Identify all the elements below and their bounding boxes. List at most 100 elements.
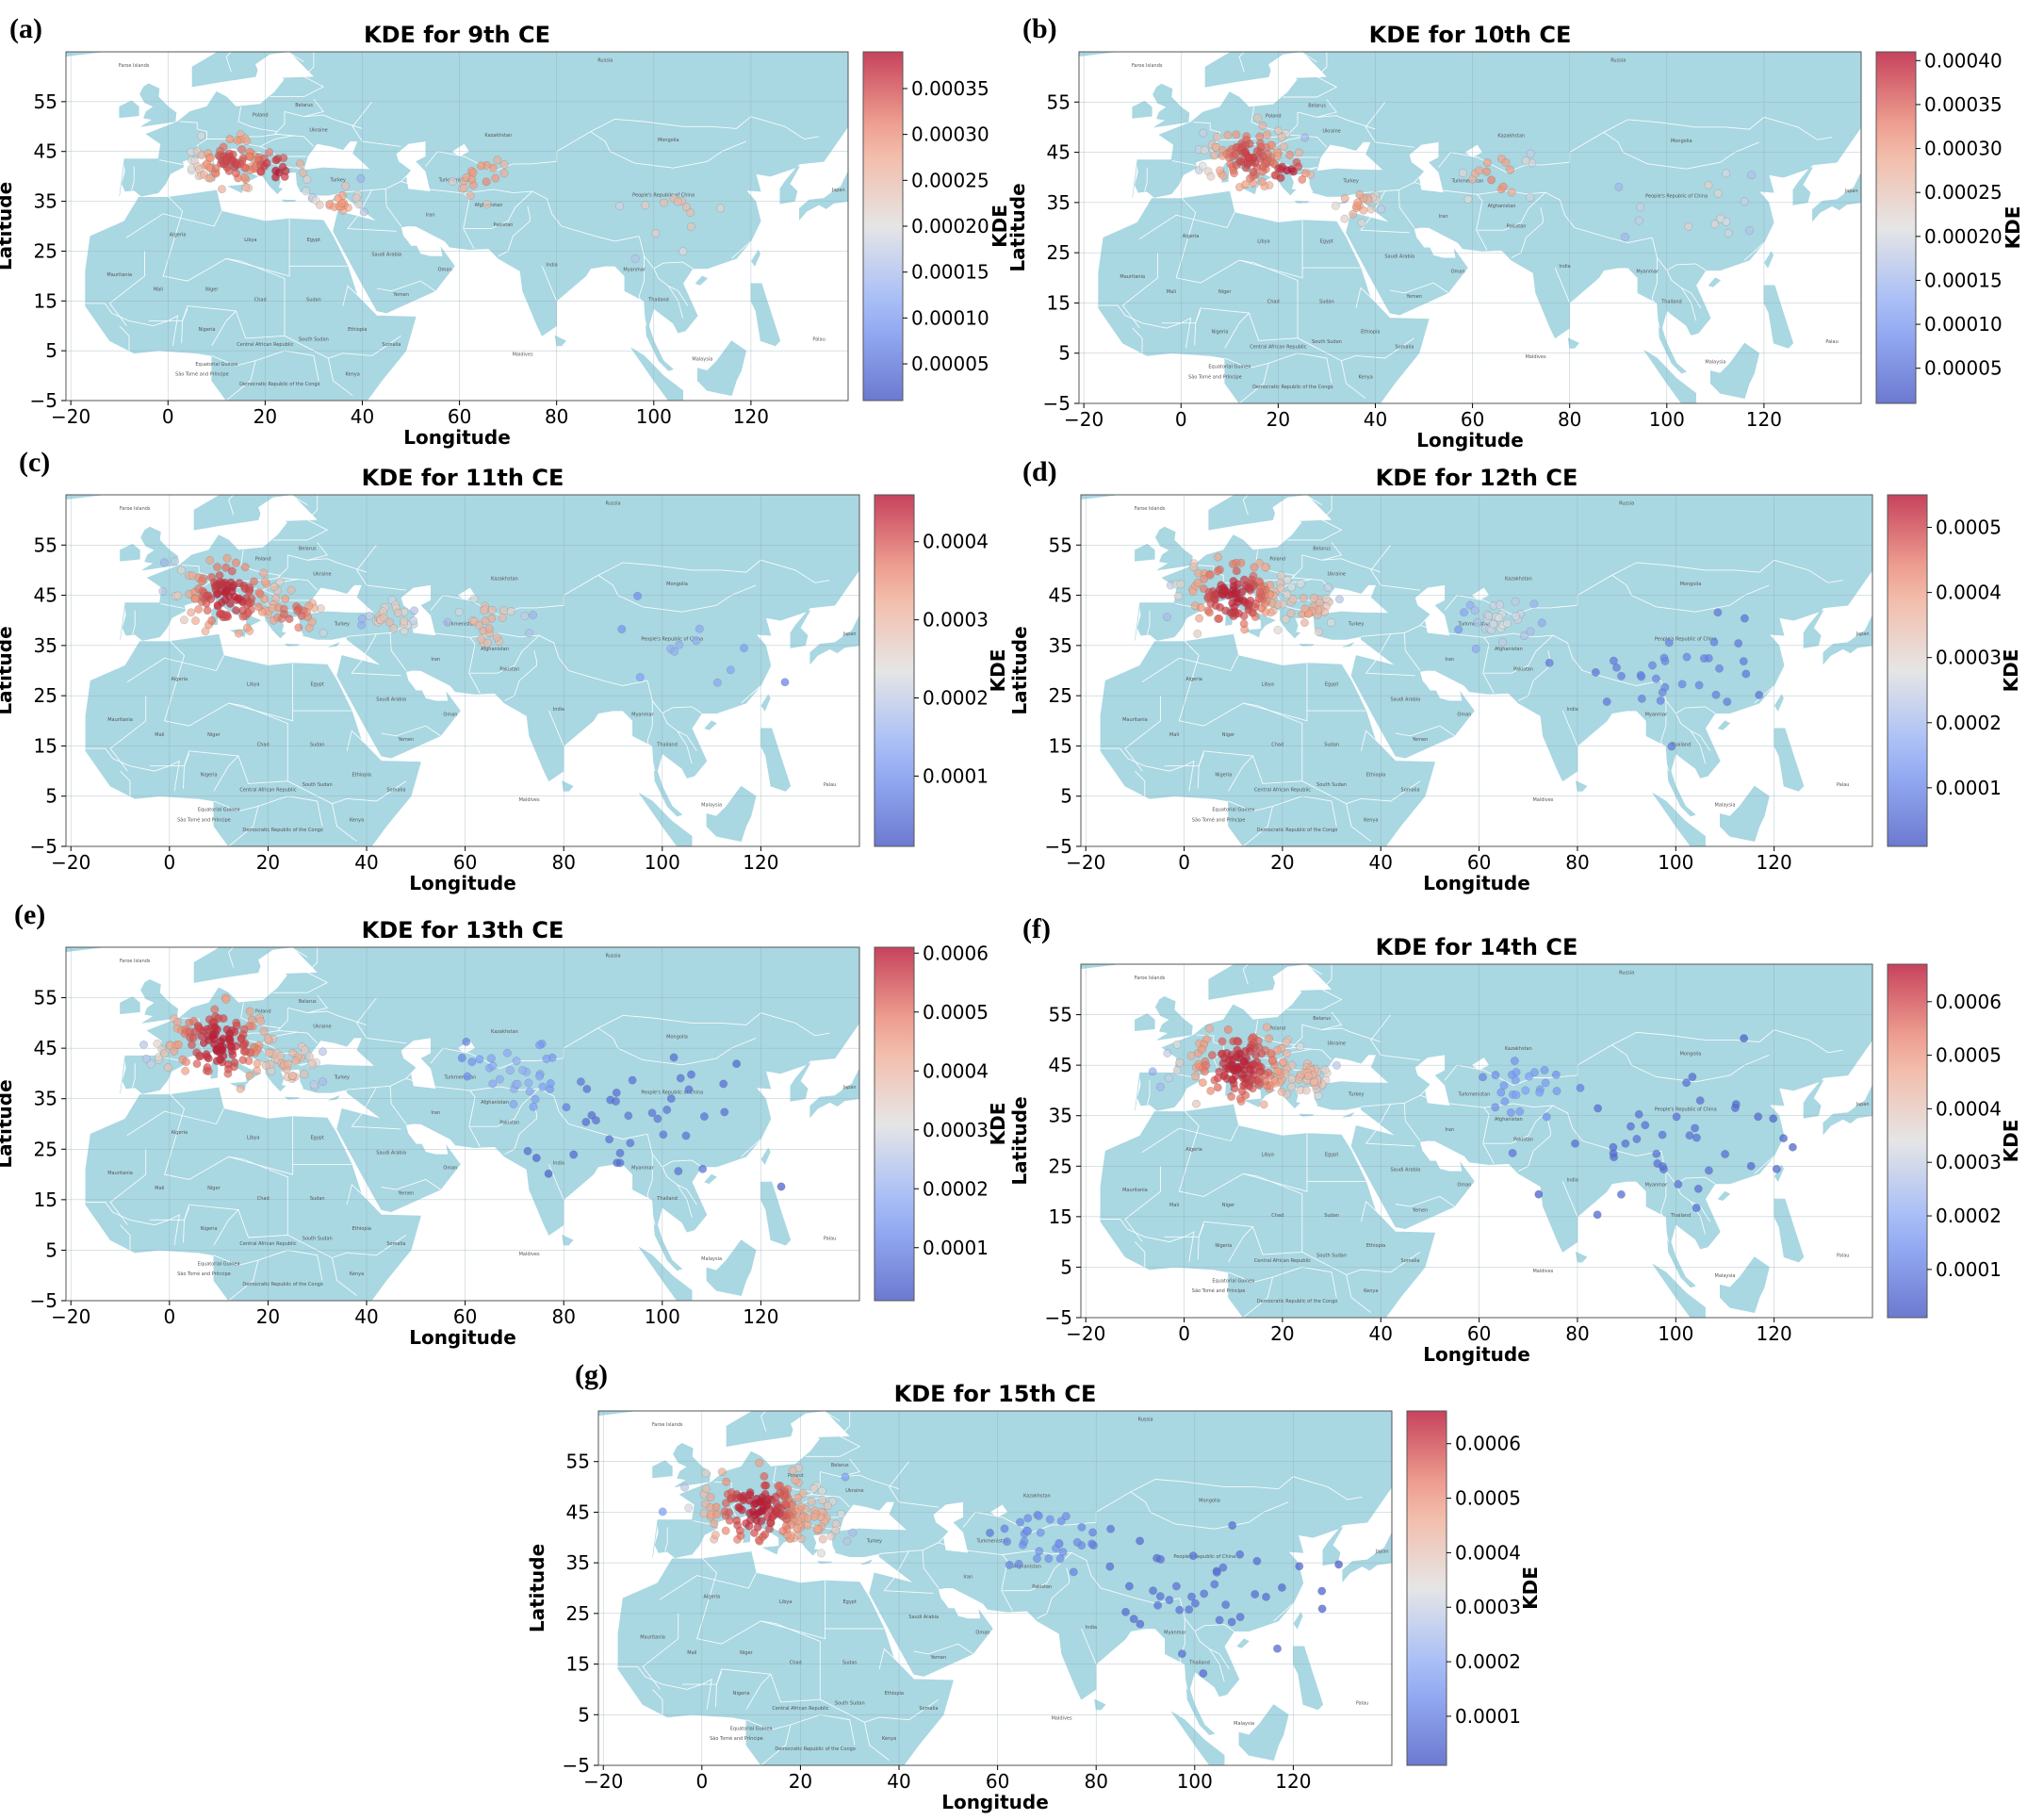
kde-point — [278, 162, 287, 172]
inland-sea — [1420, 1140, 1463, 1172]
y-tick-label: 35 — [34, 190, 57, 213]
kde-point — [1215, 615, 1224, 623]
map-place-label: Nigeria — [201, 772, 218, 778]
map-place-label: Democratic Republic of the Congo — [1257, 1299, 1338, 1304]
kde-point — [626, 1139, 635, 1148]
map-place-label: Mali — [687, 1650, 696, 1656]
kde-point — [1711, 690, 1721, 699]
country-border — [240, 549, 281, 576]
kde-point — [1175, 1605, 1185, 1615]
country-border — [1228, 755, 1253, 792]
kde-point — [1745, 226, 1754, 236]
kde-point — [1193, 578, 1202, 587]
map-place-label: Equatorial Guinea — [730, 1726, 773, 1731]
kde-point — [1691, 1123, 1700, 1133]
x-tick-label: 20 — [253, 405, 277, 428]
land-polygon — [704, 720, 717, 730]
kde-point — [1465, 600, 1475, 610]
country-border — [381, 725, 441, 737]
x-tick-label: 0 — [1178, 851, 1190, 874]
kde-point — [760, 1481, 769, 1490]
kde-point — [1200, 1589, 1209, 1599]
kde-point — [544, 1169, 553, 1178]
kde-point — [1279, 1058, 1288, 1067]
kde-point — [1221, 606, 1231, 615]
map-layer: Russia Kazakhstan People's Republic of Chi… — [66, 947, 859, 1301]
kde-point — [1165, 1596, 1174, 1605]
colorbar-tick-label: 0.00010 — [911, 306, 989, 329]
colorbar-label: KDE — [2002, 206, 2024, 250]
kde-point — [1540, 1065, 1549, 1074]
country-border — [287, 1234, 357, 1296]
map-place-label: Myanmar — [1645, 1183, 1668, 1189]
kde-point — [1023, 1527, 1033, 1536]
kde-point — [205, 154, 215, 163]
kde-point — [1087, 1539, 1097, 1549]
land-polygon — [750, 283, 781, 347]
kde-point — [798, 1488, 808, 1498]
country-border — [85, 747, 180, 792]
country-border — [1171, 160, 1196, 166]
y-tick-label: −5 — [30, 835, 57, 858]
panel-label: (d) — [1022, 456, 1057, 487]
kde-point — [1221, 1600, 1231, 1610]
kde-point — [245, 1007, 254, 1016]
country-border — [1754, 685, 1774, 704]
country-border — [642, 1613, 679, 1690]
kde-point — [270, 582, 279, 592]
kde-point — [1454, 625, 1463, 634]
kde-point — [725, 1516, 734, 1525]
x-tick-label: −20 — [1066, 1322, 1105, 1345]
land-polygon — [1774, 694, 1784, 712]
y-tick-label: 45 — [1049, 584, 1072, 607]
kde-point — [1300, 618, 1309, 628]
kde-point — [207, 615, 217, 625]
kde-point — [670, 647, 679, 656]
kde-point — [319, 1047, 327, 1057]
map-place-label: Mali — [1167, 289, 1176, 295]
kde-point — [198, 577, 206, 586]
map-place-label: Saudi Arabia — [371, 253, 401, 258]
country-border — [1132, 327, 1143, 356]
country-border — [715, 1671, 723, 1708]
chart-panel-d: Russia Kazakhstan People's Republic of Chi… — [1008, 456, 2022, 894]
country-border — [1130, 1476, 1363, 1500]
land-polygon — [66, 947, 104, 953]
map-place-label: Kenya — [1359, 374, 1373, 380]
colorbar-tick-label: 0.00005 — [1924, 357, 2002, 380]
land-polygon — [1135, 495, 1872, 817]
map-place-label: Niger — [205, 287, 219, 293]
country-border — [1561, 1181, 1578, 1218]
y-tick-label: 15 — [1049, 734, 1072, 757]
panel-label: (a) — [9, 13, 42, 44]
kde-point — [482, 200, 492, 209]
y-tick-label: 45 — [34, 1037, 57, 1059]
x-tick-label: 20 — [1270, 1322, 1294, 1345]
kde-point — [1252, 1556, 1262, 1566]
country-border — [270, 75, 325, 98]
kde-point — [1035, 1547, 1044, 1556]
country-border — [1098, 304, 1192, 349]
map-place-label: Japan — [842, 1085, 857, 1090]
country-border — [1554, 267, 1571, 303]
kde-point — [206, 595, 216, 604]
kde-point — [529, 1102, 538, 1111]
country-border — [1483, 632, 1555, 674]
country-border — [132, 610, 136, 635]
map-place-label: Belarus — [295, 103, 313, 108]
colorbar-label: KDE — [2000, 1120, 2022, 1163]
kde-point — [468, 168, 478, 177]
map-layer: Russia Kazakhstan People's Republic of Chi… — [1081, 495, 1872, 846]
map-place-label: Democratic Republic of the Congo — [239, 382, 320, 387]
country-border — [126, 1108, 224, 1137]
kde-point — [1295, 148, 1303, 157]
country-border — [1197, 1223, 1204, 1260]
kde-point — [529, 611, 537, 619]
map-place-label: Maldives — [1526, 354, 1546, 360]
inland-sea — [400, 584, 436, 636]
country-border — [1511, 207, 1544, 258]
kde-point — [236, 1084, 245, 1093]
country-border — [469, 632, 541, 674]
map-place-label: Turkmenistan — [1458, 622, 1491, 628]
kde-point — [1475, 166, 1484, 175]
